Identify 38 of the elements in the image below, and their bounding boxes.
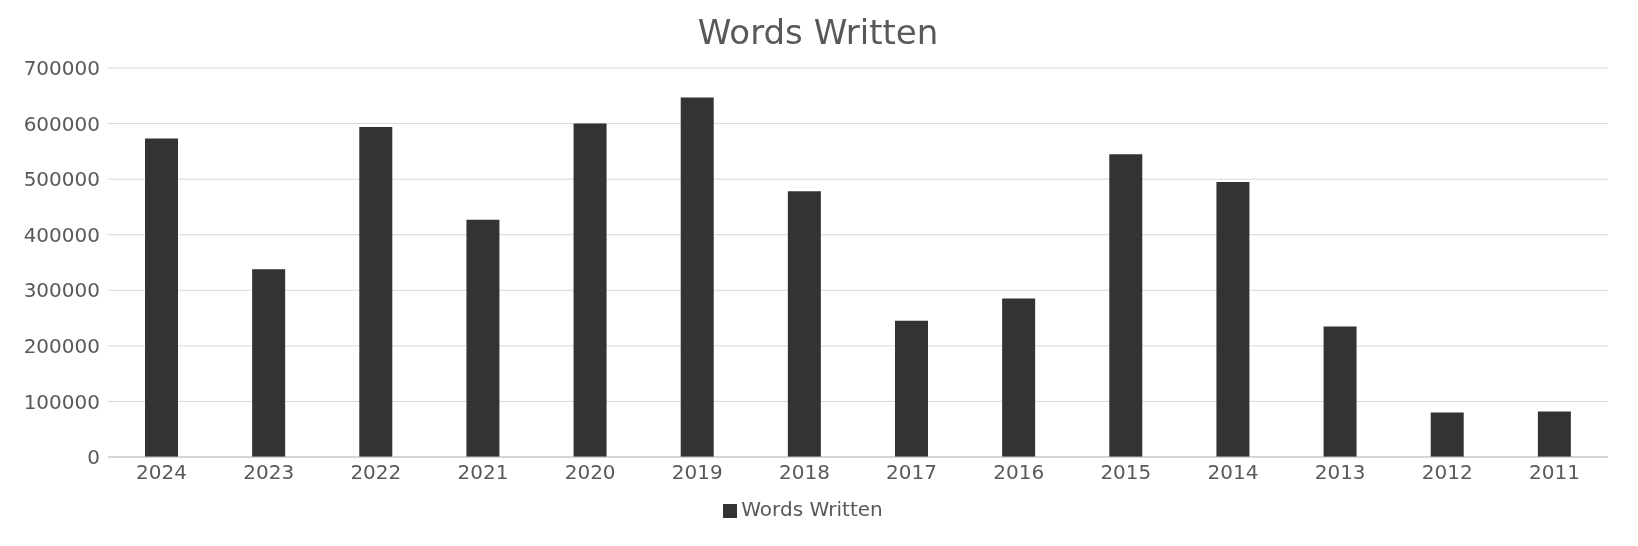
y-tick-label: 0 xyxy=(87,445,100,470)
x-tick-label: 2011 xyxy=(1528,460,1580,485)
x-tick-label: 2013 xyxy=(1314,460,1366,485)
chart-title: Words Written xyxy=(696,12,940,54)
x-tick-label: 2019 xyxy=(671,460,723,485)
bar xyxy=(1002,298,1036,457)
y-tick-label: 700000 xyxy=(23,56,100,81)
bar xyxy=(1430,412,1464,457)
bar xyxy=(252,269,286,457)
x-tick-label: 2020 xyxy=(564,460,616,485)
y-tick-label: 100000 xyxy=(23,389,100,414)
x-tick-label: 2018 xyxy=(778,460,830,485)
bar xyxy=(1323,326,1357,457)
x-tick-label: 2017 xyxy=(886,460,938,485)
bar xyxy=(680,97,714,457)
x-tick-label: 2021 xyxy=(457,460,509,485)
y-tick-label: 600000 xyxy=(23,111,100,136)
bar xyxy=(1216,181,1250,457)
bar xyxy=(145,138,178,457)
y-tick-label: 300000 xyxy=(23,278,100,303)
x-tick-label: 2016 xyxy=(993,460,1045,485)
x-tick-label: 2023 xyxy=(243,460,295,485)
legend-label: Words Written xyxy=(741,497,883,521)
x-tick-label: 2015 xyxy=(1100,460,1152,485)
x-tick-label: 2014 xyxy=(1207,460,1259,485)
bar xyxy=(1537,411,1571,457)
x-tick-label: 2024 xyxy=(136,460,188,485)
x-tick-label: 2022 xyxy=(350,460,402,485)
bar xyxy=(895,320,928,457)
bar xyxy=(787,191,821,457)
y-tick-label: 500000 xyxy=(23,167,100,192)
bar xyxy=(1109,154,1143,457)
x-tick-label: 2012 xyxy=(1421,460,1473,485)
bar xyxy=(359,126,393,457)
y-tick-label: 200000 xyxy=(23,333,100,358)
bar xyxy=(573,123,607,457)
bar xyxy=(466,219,500,457)
y-tick-label: 400000 xyxy=(23,222,100,247)
